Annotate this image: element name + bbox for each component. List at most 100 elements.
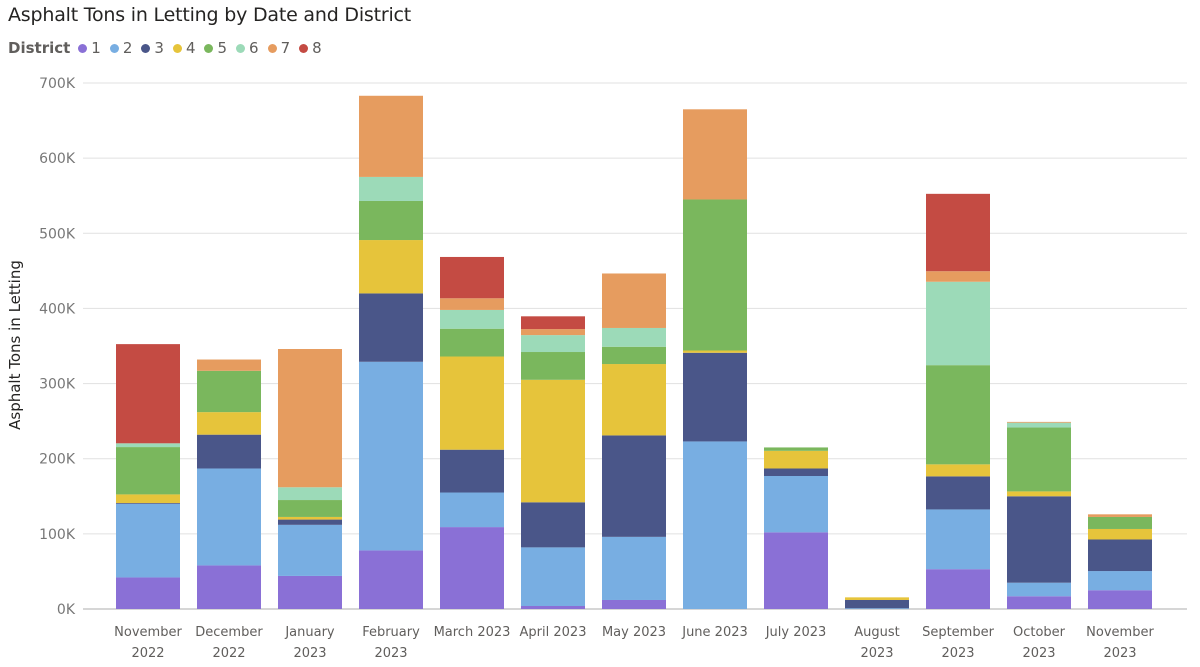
legend-item-district-3[interactable]: 3	[141, 39, 164, 57]
bar-segment-district-5[interactable]	[683, 199, 747, 351]
bar-segment-district-2[interactable]	[278, 524, 342, 576]
bar-segment-district-3[interactable]	[926, 476, 990, 510]
bar-stack[interactable]	[440, 256, 504, 609]
legend-item-district-5[interactable]: 5	[204, 39, 227, 57]
bar-segment-district-1[interactable]	[1007, 596, 1071, 609]
bar-segment-district-7[interactable]	[359, 95, 423, 177]
bar-segment-district-5[interactable]	[278, 500, 342, 517]
bar-segment-district-3[interactable]	[521, 502, 585, 548]
bar-segment-district-6[interactable]	[602, 327, 666, 347]
bar-segment-district-8[interactable]	[116, 344, 180, 444]
bar-segment-district-7[interactable]	[440, 298, 504, 310]
bar-segment-district-2[interactable]	[521, 547, 585, 606]
bar-segment-district-7[interactable]	[521, 329, 585, 336]
bar-segment-district-4[interactable]	[440, 356, 504, 450]
bar-segment-district-1[interactable]	[116, 577, 180, 609]
bar-segment-district-7[interactable]	[1007, 421, 1071, 423]
legend-item-district-8[interactable]: 8	[299, 39, 322, 57]
bar-segment-district-4[interactable]	[764, 450, 828, 469]
bar-segment-district-4[interactable]	[116, 494, 180, 504]
bar-segment-district-5[interactable]	[359, 200, 423, 241]
bar-stack[interactable]	[1088, 514, 1152, 609]
bar-segment-district-5[interactable]	[926, 365, 990, 465]
bar-stack[interactable]	[683, 109, 747, 609]
bar-segment-district-2[interactable]	[359, 361, 423, 551]
bar-segment-district-2[interactable]	[1088, 571, 1152, 591]
bar-segment-district-5[interactable]	[602, 346, 666, 365]
bar-segment-district-2[interactable]	[197, 468, 261, 566]
bar-segment-district-7[interactable]	[683, 109, 747, 200]
bar-segment-district-5[interactable]	[764, 447, 828, 451]
bar-segment-district-4[interactable]	[278, 516, 342, 520]
bar-segment-district-1[interactable]	[926, 569, 990, 609]
bar-segment-district-3[interactable]	[602, 435, 666, 537]
bar-segment-district-4[interactable]	[521, 379, 585, 503]
bar-segment-district-4[interactable]	[926, 464, 990, 477]
bar-segment-district-5[interactable]	[116, 447, 180, 495]
bar-segment-district-4[interactable]	[1088, 528, 1152, 540]
bar-stack[interactable]	[926, 193, 990, 609]
bar-segment-district-4[interactable]	[197, 412, 261, 435]
bar-segment-district-6[interactable]	[116, 443, 180, 448]
bar-segment-district-5[interactable]	[197, 370, 261, 413]
bar-segment-district-1[interactable]	[764, 532, 828, 609]
bar-stack[interactable]	[602, 273, 666, 609]
bar-segment-district-7[interactable]	[278, 349, 342, 488]
bar-segment-district-2[interactable]	[602, 536, 666, 600]
bar-segment-district-4[interactable]	[1007, 491, 1071, 497]
bar-segment-district-2[interactable]	[764, 475, 828, 533]
bar-stack[interactable]	[845, 597, 909, 610]
bar-segment-district-8[interactable]	[440, 256, 504, 299]
bar-segment-district-3[interactable]	[116, 503, 180, 504]
bar-segment-district-4[interactable]	[359, 240, 423, 294]
bar-stack[interactable]	[116, 344, 180, 609]
bar-segment-district-2[interactable]	[683, 441, 747, 609]
bar-segment-district-1[interactable]	[521, 605, 585, 609]
bar-segment-district-7[interactable]	[926, 271, 990, 282]
bar-segment-district-3[interactable]	[683, 352, 747, 442]
bar-stack[interactable]	[1007, 421, 1071, 609]
bar-stack[interactable]	[278, 349, 342, 609]
bar-segment-district-3[interactable]	[440, 449, 504, 493]
bar-segment-district-3[interactable]	[764, 468, 828, 476]
bar-segment-district-3[interactable]	[359, 293, 423, 362]
bar-segment-district-2[interactable]	[1007, 582, 1071, 597]
bar-segment-district-6[interactable]	[440, 309, 504, 329]
bar-segment-district-3[interactable]	[1088, 539, 1152, 572]
bar-segment-district-4[interactable]	[602, 364, 666, 436]
legend-item-district-1[interactable]: 1	[78, 39, 101, 57]
bar-segment-district-1[interactable]	[359, 550, 423, 609]
legend-item-district-2[interactable]: 2	[109, 39, 132, 57]
legend-item-district-4[interactable]: 4	[172, 39, 195, 57]
bar-segment-district-3[interactable]	[278, 519, 342, 525]
bar-segment-district-1[interactable]	[278, 575, 342, 609]
bar-stack[interactable]	[521, 316, 585, 609]
bar-segment-district-1[interactable]	[440, 527, 504, 609]
bar-segment-district-2[interactable]	[440, 492, 504, 528]
bar-segment-district-6[interactable]	[278, 487, 342, 501]
bar-segment-district-6[interactable]	[359, 176, 423, 201]
bar-segment-district-7[interactable]	[602, 273, 666, 328]
bar-segment-district-7[interactable]	[1088, 514, 1152, 517]
bar-segment-district-3[interactable]	[1007, 496, 1071, 583]
bar-segment-district-6[interactable]	[1007, 422, 1071, 428]
bar-stack[interactable]	[197, 359, 261, 609]
bar-segment-district-8[interactable]	[926, 193, 990, 272]
bar-segment-district-5[interactable]	[1007, 427, 1071, 492]
bar-segment-district-4[interactable]	[845, 597, 909, 600]
bar-segment-district-5[interactable]	[440, 328, 504, 357]
legend-item-district-7[interactable]: 7	[267, 39, 290, 57]
bar-segment-district-8[interactable]	[521, 316, 585, 330]
bar-segment-district-1[interactable]	[197, 565, 261, 609]
bar-segment-district-3[interactable]	[845, 599, 909, 609]
bar-segment-district-4[interactable]	[683, 350, 747, 353]
bar-segment-district-7[interactable]	[197, 359, 261, 371]
bar-segment-district-2[interactable]	[926, 509, 990, 570]
bar-segment-district-5[interactable]	[521, 352, 585, 380]
legend-item-district-6[interactable]: 6	[236, 39, 259, 57]
bar-stack[interactable]	[764, 447, 828, 609]
bar-segment-district-2[interactable]	[116, 503, 180, 578]
bar-segment-district-6[interactable]	[521, 335, 585, 353]
bar-segment-district-3[interactable]	[197, 434, 261, 469]
bar-segment-district-1[interactable]	[1088, 590, 1152, 609]
